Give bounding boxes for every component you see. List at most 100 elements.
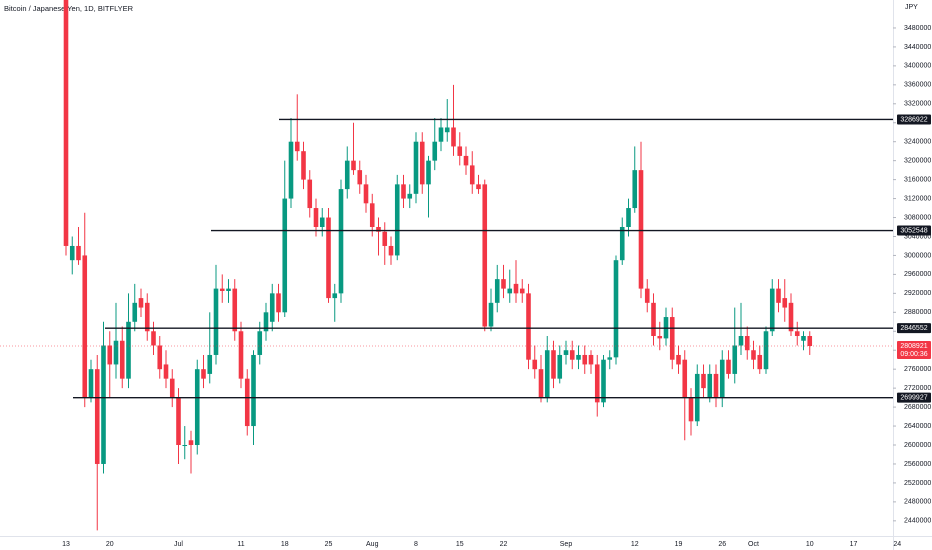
x-tick-label: 19 <box>675 541 683 548</box>
y-tick-label: 3240000 <box>904 139 931 146</box>
candle-body <box>151 331 156 346</box>
currency-label: JPY <box>905 4 918 11</box>
x-tick-label: 17 <box>850 541 858 548</box>
candle-body <box>319 217 325 228</box>
candle-body <box>107 345 113 365</box>
candle-body <box>701 373 706 389</box>
candle-body <box>676 354 681 365</box>
candle-body <box>788 302 794 332</box>
candle-body <box>732 345 738 374</box>
y-tick-label: 3080000 <box>904 214 931 221</box>
x-tick-label: 13 <box>62 541 70 548</box>
candle-body <box>113 340 119 365</box>
candle-body <box>444 127 450 133</box>
candle-body <box>251 354 256 427</box>
candle-body <box>744 336 750 351</box>
candle-body <box>682 359 688 398</box>
candle-body <box>88 369 94 398</box>
candle-body <box>563 350 569 355</box>
y-tick-label: 3120000 <box>904 195 931 202</box>
candle-body <box>601 359 606 403</box>
candle-body <box>763 331 769 370</box>
candle-body <box>369 203 375 228</box>
candle-body <box>376 227 381 232</box>
last-price-bg <box>897 340 931 359</box>
candle-body <box>794 331 800 337</box>
candle-body <box>226 288 231 291</box>
y-tick-label: 3200000 <box>904 158 931 165</box>
candle-body <box>432 141 438 161</box>
x-tick-label: 24 <box>893 541 901 548</box>
y-tick-label: 3400000 <box>904 63 931 70</box>
candle-body <box>719 359 725 398</box>
candle-body <box>482 184 488 327</box>
candle-body <box>419 141 425 185</box>
y-tick-label: 3480000 <box>904 25 931 32</box>
candle-body <box>182 445 188 447</box>
y-tick-label: 2480000 <box>904 499 931 506</box>
level-label-bg <box>897 114 931 125</box>
last-price-label: 2808921 <box>900 343 927 350</box>
candle-body <box>363 184 369 204</box>
candle-body <box>313 208 319 228</box>
candle-body <box>757 354 763 370</box>
candle-body <box>607 357 613 360</box>
candle-body <box>94 369 100 464</box>
x-tick-label: 8 <box>414 541 418 548</box>
y-tick-label: 2920000 <box>904 290 931 297</box>
candle-body <box>438 127 444 142</box>
candle-body <box>138 298 144 308</box>
candle-body <box>469 165 475 185</box>
candle-body <box>332 293 338 299</box>
x-tick-label: 10 <box>806 541 814 548</box>
x-tick-label: Oct <box>748 541 759 548</box>
candle-body <box>401 184 406 199</box>
y-tick-label: 3000000 <box>904 252 931 259</box>
candle-body <box>457 146 463 156</box>
candle-body <box>726 359 731 374</box>
candle-body <box>76 245 81 261</box>
x-tick-label: 12 <box>631 541 639 548</box>
level-label: 3286922 <box>900 116 927 123</box>
candle-body <box>488 302 494 327</box>
x-tick-label: 26 <box>718 541 726 548</box>
x-tick-label: Sep <box>560 541 573 548</box>
y-tick-label: 3440000 <box>904 44 931 51</box>
candle-body <box>569 350 575 360</box>
candle-body <box>582 354 588 365</box>
candle-body <box>232 288 238 332</box>
candle-body <box>207 354 213 374</box>
x-tick-label: 15 <box>456 541 464 548</box>
candle-body <box>776 288 781 303</box>
candle-body <box>157 345 163 370</box>
candle-body <box>351 160 356 171</box>
x-tick-label: Jul <box>174 541 183 548</box>
x-tick-label: 11 <box>237 541 244 548</box>
candle-body <box>219 288 225 291</box>
y-tick-label: 2520000 <box>904 480 931 487</box>
candle-body <box>176 397 181 446</box>
candle-body <box>588 354 594 365</box>
candle-body <box>613 260 619 358</box>
candle-body <box>738 336 744 346</box>
candle-body <box>638 170 644 289</box>
candle-body <box>532 359 538 370</box>
level-label: 2846552 <box>900 325 927 332</box>
y-tick-label: 2600000 <box>904 442 931 449</box>
countdown-label: 09:00:36 <box>900 351 927 358</box>
candle-body <box>451 127 456 147</box>
candle-body <box>519 288 525 294</box>
candle-body <box>544 350 550 398</box>
candle-body <box>594 364 600 403</box>
level-label: 3052548 <box>900 227 927 234</box>
candle-body <box>501 279 506 289</box>
x-tick-label: 20 <box>106 541 114 548</box>
candle-body <box>144 302 150 332</box>
candle-body <box>807 336 813 346</box>
candle-body <box>463 155 469 166</box>
candle-body <box>801 336 806 341</box>
candle-body <box>69 245 75 261</box>
candle-body <box>382 231 388 246</box>
candle-body <box>476 184 481 190</box>
